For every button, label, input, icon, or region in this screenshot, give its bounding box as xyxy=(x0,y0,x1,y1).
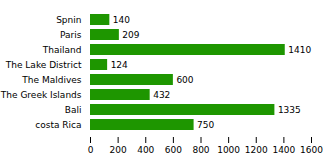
svg-text:1410: 1410 xyxy=(288,45,311,55)
svg-text:costa Rica: costa Rica xyxy=(35,120,81,130)
svg-text:Bali: Bali xyxy=(65,105,82,115)
svg-text:1400: 1400 xyxy=(272,145,295,155)
svg-text:1335: 1335 xyxy=(278,105,301,115)
svg-text:124: 124 xyxy=(111,60,128,70)
svg-text:Spnin: Spnin xyxy=(56,15,81,25)
svg-text:1600: 1600 xyxy=(300,145,323,155)
svg-text:The Maldives: The Maldives xyxy=(21,75,81,85)
svg-text:750: 750 xyxy=(197,120,214,130)
svg-text:800: 800 xyxy=(192,145,209,155)
svg-text:400: 400 xyxy=(137,145,154,155)
svg-text:1000: 1000 xyxy=(217,145,240,155)
svg-text:209: 209 xyxy=(122,30,139,40)
svg-text:200: 200 xyxy=(110,145,127,155)
svg-text:140: 140 xyxy=(113,15,130,25)
svg-text:Paris: Paris xyxy=(60,30,82,40)
svg-text:600: 600 xyxy=(165,145,182,155)
svg-text:Thailand: Thailand xyxy=(42,45,82,55)
svg-text:0: 0 xyxy=(88,145,94,155)
svg-text:1200: 1200 xyxy=(245,145,268,155)
svg-text:The Lake District: The Lake District xyxy=(5,60,82,70)
svg-text:The Greek Islands: The Greek Islands xyxy=(0,90,82,100)
svg-text:432: 432 xyxy=(153,90,170,100)
svg-text:600: 600 xyxy=(176,75,193,85)
